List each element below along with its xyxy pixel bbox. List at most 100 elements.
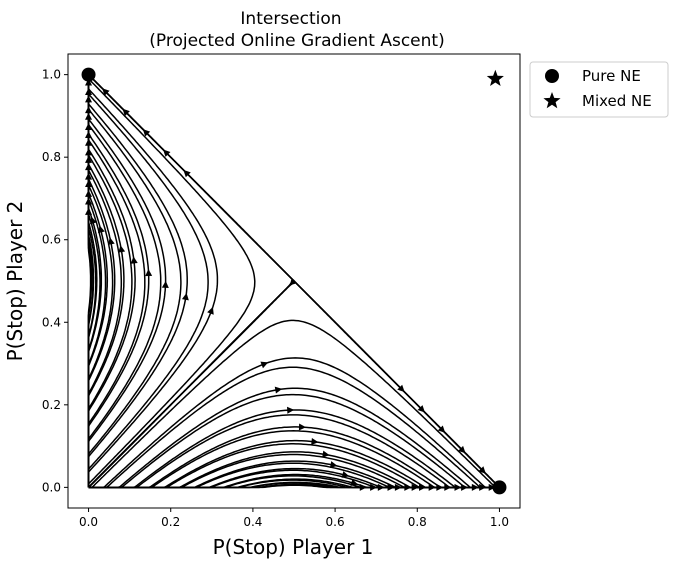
stream-arrow xyxy=(85,148,93,156)
streamline xyxy=(87,74,182,488)
stream-arrow xyxy=(311,437,319,445)
y-axis-title: P(Stop) Player 2 xyxy=(3,201,27,362)
stream-arrow xyxy=(350,479,359,486)
y-axis: 0.0 0.2 0.4 0.6 0.8 1.0 xyxy=(42,68,68,494)
stream-arrow xyxy=(274,386,283,394)
streamline xyxy=(87,74,219,488)
chart-title-line2: (Projected Online Gradient Ascent) xyxy=(149,31,444,51)
legend-mixed-ne-marker xyxy=(543,92,561,109)
legend-pure-ne-label: Pure NE xyxy=(582,67,641,85)
stream-arrow xyxy=(397,384,405,393)
legend-mixed-ne-label: Mixed NE xyxy=(582,92,652,110)
streamline xyxy=(88,366,500,489)
stream-arrow xyxy=(181,292,189,301)
y-tick-label: 0.8 xyxy=(42,150,61,164)
streamline xyxy=(87,74,296,488)
y-tick-label: 0.2 xyxy=(42,398,61,412)
streamline xyxy=(87,74,209,488)
stream-arrow xyxy=(85,207,93,215)
stream-arrow xyxy=(85,155,93,163)
stream-arrow xyxy=(85,112,93,120)
stream-arrow xyxy=(461,483,469,491)
stream-arrow xyxy=(370,483,378,491)
equilibrium-points xyxy=(81,67,507,495)
streamline xyxy=(88,393,500,489)
y-tick-label: 0.0 xyxy=(42,480,61,494)
stream-arrow xyxy=(161,280,169,288)
stream-arrow xyxy=(85,163,93,171)
stream-arrow xyxy=(85,78,93,86)
stream-arrow xyxy=(85,180,93,188)
stream-arrow xyxy=(260,361,269,369)
stream-arrow xyxy=(207,306,214,315)
stream-arrow xyxy=(85,88,93,96)
x-tick-label: 0.0 xyxy=(79,515,98,529)
stream-arrow xyxy=(479,483,487,491)
streamline xyxy=(87,74,256,488)
stream-arrows xyxy=(85,68,506,491)
stream-arrow xyxy=(85,131,93,139)
x-tick-label: 0.6 xyxy=(326,515,345,529)
stream-arrow xyxy=(458,445,466,454)
stream-arrow xyxy=(454,483,462,491)
stream-arrow xyxy=(359,483,367,491)
stream-arrow xyxy=(85,138,93,146)
mixed-ne-point xyxy=(486,69,504,87)
stream-arrow xyxy=(118,245,126,253)
stream-arrow xyxy=(85,172,93,180)
streamline xyxy=(88,387,500,489)
stream-arrow xyxy=(85,95,93,103)
x-axis: 0.0 0.2 0.4 0.6 0.8 1.0 xyxy=(79,508,509,529)
streamline xyxy=(87,74,296,488)
stream-arrow xyxy=(97,225,105,234)
legend-box xyxy=(529,61,669,118)
streamline xyxy=(87,279,501,488)
stream-arrow xyxy=(411,483,419,491)
legend: Pure NE Mixed NE xyxy=(529,61,669,118)
streamline xyxy=(87,74,162,488)
streamline xyxy=(87,74,188,488)
stream-arrow xyxy=(183,169,191,178)
stream-arrow xyxy=(404,483,412,491)
pure-ne-point xyxy=(492,480,507,495)
stream-arrow xyxy=(478,466,486,474)
stream-arrow xyxy=(436,483,444,491)
stream-arrow xyxy=(341,471,350,478)
plot-frame xyxy=(67,53,521,509)
stream-arrow xyxy=(488,483,496,491)
stream-arrow xyxy=(298,423,307,431)
streamline xyxy=(87,279,501,488)
stream-arrow xyxy=(289,277,298,286)
y-tick-label: 0.4 xyxy=(42,315,61,329)
stream-arrow xyxy=(102,88,110,96)
stream-arrow xyxy=(417,405,425,413)
stream-arrow xyxy=(437,425,446,433)
streamline xyxy=(87,279,501,488)
stream-arrow xyxy=(287,406,295,414)
stream-arrow xyxy=(471,483,479,491)
streamline xyxy=(87,279,501,488)
stream-arrow xyxy=(85,106,93,114)
stream-arrow xyxy=(85,189,93,197)
stream-arrow xyxy=(329,461,338,468)
x-tick-label: 0.2 xyxy=(161,515,180,529)
stream-arrow xyxy=(444,483,452,491)
stream-arrow xyxy=(122,108,130,117)
y-tick-label: 1.0 xyxy=(42,68,61,82)
stream-arrow xyxy=(394,483,402,491)
streamline xyxy=(88,414,500,489)
y-tick-label: 0.6 xyxy=(42,233,61,247)
x-tick-label: 1.0 xyxy=(490,515,509,529)
stream-arrow xyxy=(387,483,395,491)
x-tick-label: 0.8 xyxy=(408,515,427,529)
x-tick-label: 0.4 xyxy=(243,515,262,529)
stream-arrow xyxy=(428,483,436,491)
stream-arrow xyxy=(419,483,427,491)
legend-pure-ne-marker xyxy=(545,69,559,83)
stream-arrow xyxy=(145,268,153,277)
stream-arrow xyxy=(85,123,93,131)
pure-ne-point xyxy=(81,67,96,82)
streamline xyxy=(87,74,296,488)
chart-title-line1: Intersection xyxy=(240,9,341,29)
stream-arrow xyxy=(142,129,151,137)
